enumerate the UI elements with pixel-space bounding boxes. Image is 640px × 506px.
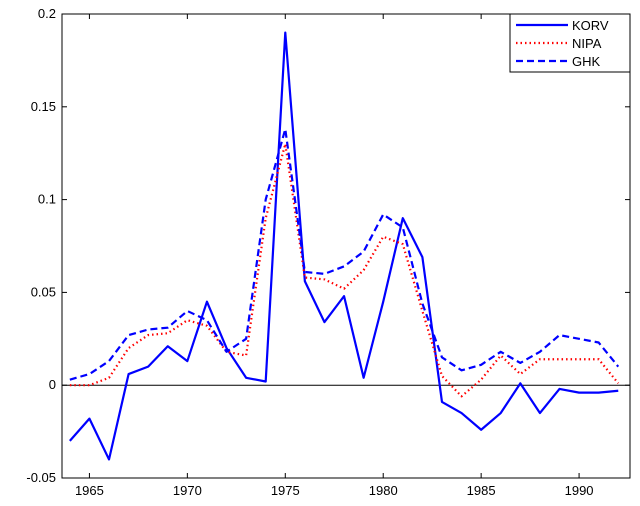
- x-tick-label: 1985: [467, 483, 496, 498]
- y-tick-label: 0.1: [38, 192, 56, 207]
- series-line: [69, 127, 620, 381]
- legend-label: GHK: [572, 54, 601, 69]
- legend-label: NIPA: [572, 36, 602, 51]
- y-tick-label: 0.15: [31, 99, 56, 114]
- legend-box: [509, 13, 631, 73]
- x-tick-label: 1980: [369, 483, 398, 498]
- y-tick-label: 0.05: [31, 284, 56, 299]
- plot-frame: [61, 13, 631, 479]
- x-tick-label: 1965: [75, 483, 104, 498]
- y-tick-label: 0: [49, 377, 56, 392]
- y-tick-label: -0.05: [26, 470, 56, 485]
- series-line: [69, 142, 620, 398]
- legend-label: KORV: [572, 18, 609, 33]
- plot-lines: [69, 31, 620, 461]
- y-tick-label: 0.2: [38, 6, 56, 21]
- x-tick-label: 1970: [173, 483, 202, 498]
- x-tick-label: 1975: [271, 483, 300, 498]
- x-tick-label: 1990: [565, 483, 594, 498]
- series-line: [69, 31, 619, 461]
